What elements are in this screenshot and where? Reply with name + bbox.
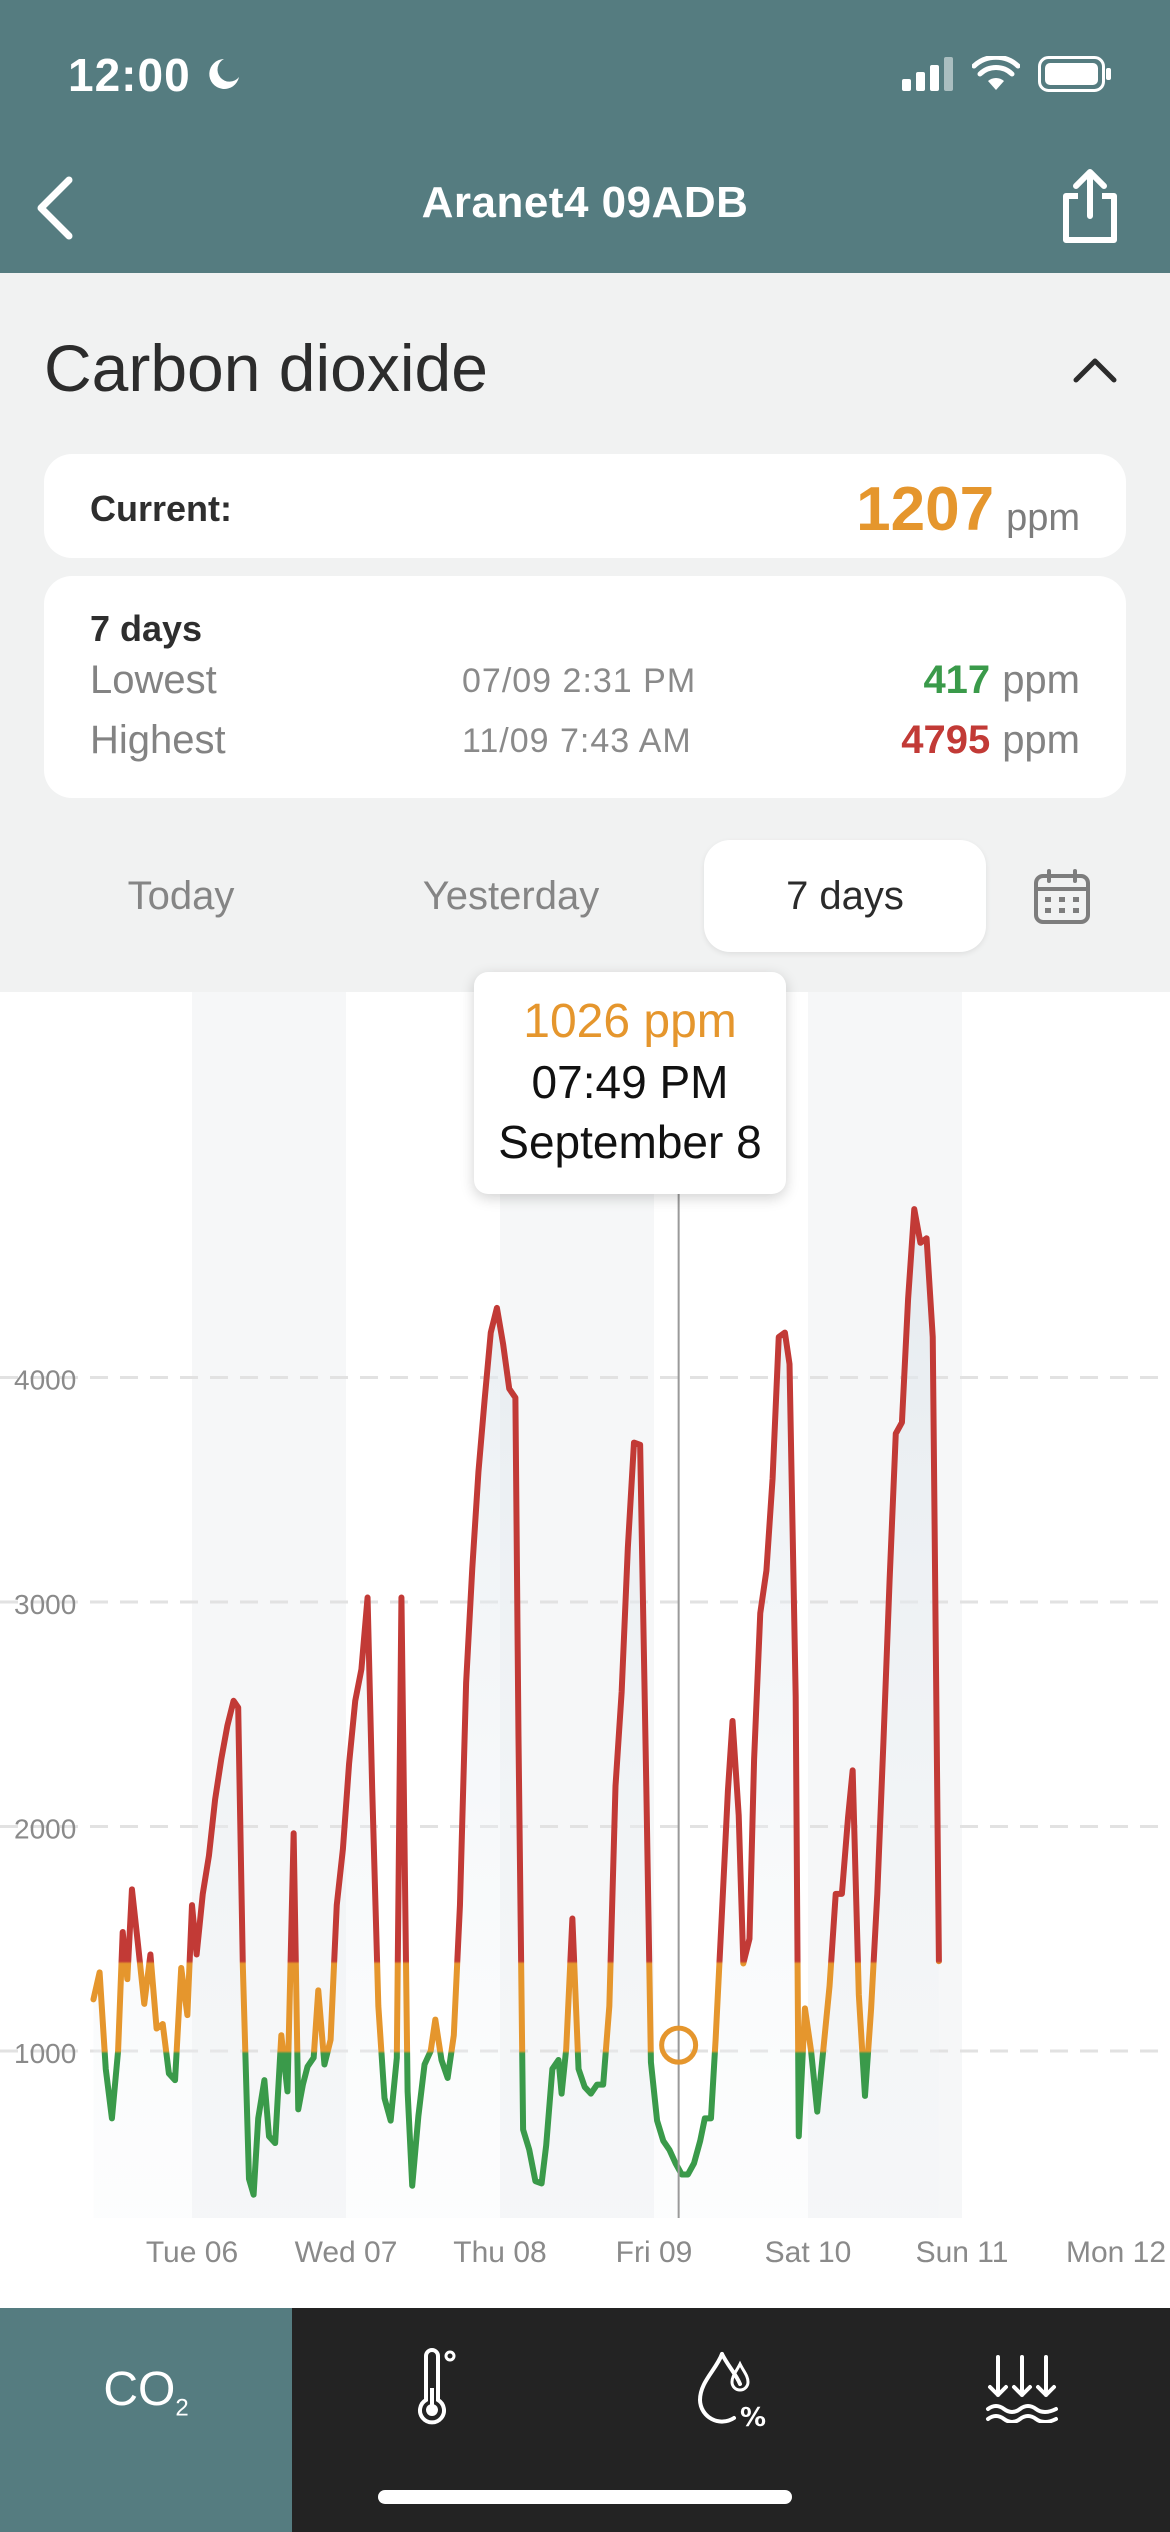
bottom-tab-bar: CO2 %	[0, 2308, 1170, 2532]
highest-label: Highest	[90, 718, 226, 762]
tab-7-days[interactable]: 7 days	[704, 840, 986, 952]
chevron-left-icon	[37, 176, 73, 240]
tab-co2[interactable]: CO2	[0, 2308, 292, 2532]
lowest-unit: ppm	[1002, 658, 1080, 702]
chart-svg[interactable]: 1000 2000 3000 4000 Tue 06 Wed 07 Thu 08 Fri 09…	[0, 992, 1170, 2308]
tab-temperature[interactable]	[292, 2308, 584, 2468]
x-tick-label: Tue 06	[146, 2236, 238, 2269]
x-tick-label: Sat 10	[765, 2236, 852, 2269]
lowest-label: Lowest	[90, 658, 217, 702]
wifi-icon	[972, 56, 1020, 90]
stats-period: 7 days	[90, 608, 203, 649]
status-icons	[902, 56, 1112, 92]
back-button[interactable]	[20, 168, 90, 248]
current-number: 1207	[856, 475, 995, 544]
moon-icon	[209, 59, 239, 89]
y-tick-label: 1000	[14, 2038, 76, 2069]
y-tick-label: 4000	[14, 1365, 76, 1396]
share-button[interactable]	[1050, 166, 1130, 246]
co2-subscript: 2	[175, 2394, 189, 2422]
signal-icon	[902, 57, 953, 91]
tooltip-date: September 8	[498, 1116, 762, 1168]
stats-card: 7 days Lowest 07/09 2:31 PM 417 ppm High…	[44, 576, 1126, 798]
x-tick-label: Mon 12	[1066, 2236, 1166, 2269]
y-tick-label: 2000	[14, 1814, 76, 1845]
tab-humidity[interactable]: %	[584, 2308, 876, 2468]
svg-text:%: %	[740, 2403, 766, 2428]
highest-number: 4795	[901, 718, 991, 762]
co2-label: CO2	[103, 2362, 188, 2423]
current-label: Current:	[90, 488, 232, 529]
home-indicator	[378, 2490, 792, 2504]
collapse-button[interactable]	[1060, 340, 1130, 400]
lowest-number: 417	[923, 658, 991, 702]
y-tick-label: 3000	[14, 1589, 76, 1620]
x-tick-label: Sun 11	[916, 2236, 1009, 2269]
x-tick-label: Fri 09	[616, 2236, 693, 2269]
tooltip-time: 07:49 PM	[531, 1056, 729, 1108]
co2-chart[interactable]: 1000 2000 3000 4000 Tue 06 Wed 07 Thu 08 Fri 09…	[0, 992, 1170, 2308]
chart-tooltip: 1026 ppm 07:49 PM September 8	[474, 972, 786, 1194]
section-title: Carbon dioxide	[44, 331, 488, 405]
period-tabs: Today Yesterday 7 days	[0, 840, 1170, 952]
top-header: 12:00 Aranet4 09ADB	[0, 0, 1170, 273]
battery-icon	[1038, 56, 1111, 92]
pressure-icon	[986, 2355, 1058, 2423]
current-unit: ppm	[1006, 497, 1080, 539]
tab-today[interactable]: Today	[127, 873, 235, 918]
tab-pressure[interactable]	[876, 2308, 1168, 2468]
highest-time: 11/09 7:43 AM	[462, 722, 692, 760]
share-icon	[1063, 169, 1117, 243]
x-tick-label: Thu 08	[453, 2236, 546, 2269]
lowest-row: Lowest 07/09 2:31 PM 417 ppm	[90, 658, 1080, 708]
lowest-time: 07/09 2:31 PM	[462, 662, 697, 700]
lowest-value: 417 ppm	[923, 658, 1080, 703]
chevron-up-icon	[1073, 358, 1117, 383]
highest-unit: ppm	[1002, 718, 1080, 762]
calendar-icon[interactable]	[1030, 868, 1096, 928]
tooltip-value: 1026 ppm	[523, 995, 737, 1048]
highest-row: Highest 11/09 7:43 AM 4795 ppm	[90, 718, 1080, 768]
thermometer-icon	[418, 2348, 456, 2425]
x-tick-label: Wed 07	[295, 2236, 398, 2269]
selected-point	[659, 2025, 699, 2065]
highest-value: 4795 ppm	[901, 718, 1080, 763]
nav-title: Aranet4 09ADB	[421, 178, 749, 227]
current-value: 1207 ppm	[856, 474, 1080, 545]
co2-series-line	[90, 1206, 942, 2198]
humidity-icon: %	[697, 2352, 766, 2428]
tab-yesterday[interactable]: Yesterday	[422, 873, 600, 918]
status-time: 12:00	[68, 49, 191, 101]
co2-text: CO	[103, 2363, 176, 2416]
current-card: Current: 1207 ppm	[44, 454, 1126, 558]
